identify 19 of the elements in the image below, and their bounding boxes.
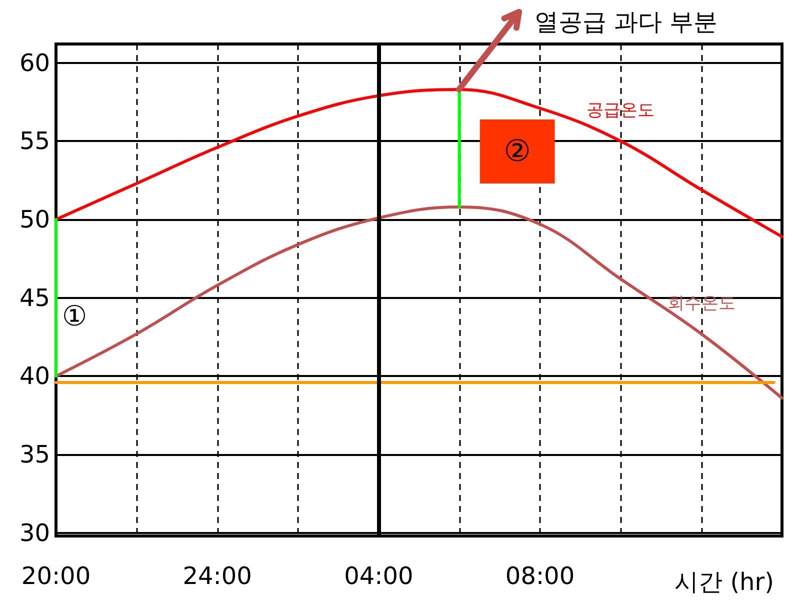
line-series [54, 88, 784, 238]
line-series [54, 205, 784, 400]
chart-title: 열공급 과다 부분 [534, 8, 718, 36]
x-axis-title: 시간 (hr) [674, 568, 774, 596]
y-tick-label: 45 [19, 284, 50, 312]
x-tick-label: 24:00 [182, 562, 252, 590]
y-tick-label: 30 [19, 518, 50, 547]
annotation: ② [504, 134, 531, 169]
y-tick-label: 50 [19, 205, 50, 234]
y-tick-label: 60 [19, 48, 50, 77]
x-tick-label: 20:00 [21, 562, 91, 590]
series-label: 공급온도 [586, 100, 655, 121]
y-tick-label: 40 [19, 362, 50, 390]
series-label: 회수온도 [667, 293, 736, 314]
y-tick-label: 55 [19, 127, 50, 156]
x-tick-label: 04:00 [344, 562, 414, 590]
y-tick-label: 35 [19, 440, 50, 469]
x-tick-label: 08:00 [505, 562, 575, 590]
annotation: ① [62, 299, 88, 332]
